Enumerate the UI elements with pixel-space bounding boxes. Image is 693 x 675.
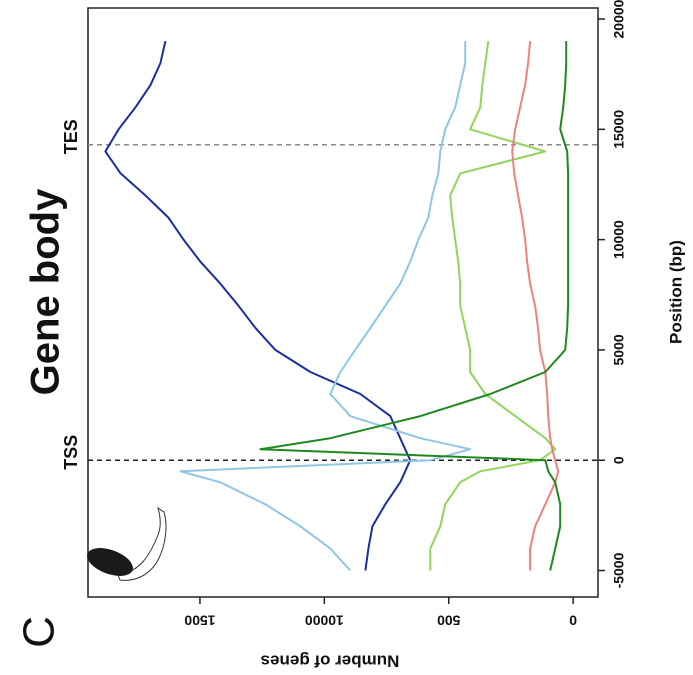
y-tick-label: 0 — [569, 612, 577, 628]
x-tick-label: -5000 — [611, 552, 627, 588]
x-tick-label: 15000 — [611, 110, 627, 149]
series-line — [429, 40, 557, 571]
worm-icon — [87, 506, 167, 581]
x-axis-label: Position (bp) — [666, 240, 685, 344]
reference-label: TES — [61, 119, 81, 154]
x-tick-label: 10000 — [611, 220, 627, 259]
y-tick-label: 1500 — [184, 612, 215, 628]
y-tick-label: 500 — [437, 612, 461, 628]
x-tick-label: 0 — [611, 456, 627, 464]
y-axis-label: Number of genes — [261, 652, 400, 671]
reference-label: TSS — [61, 435, 81, 470]
x-tick-label: 20000 — [611, 0, 627, 38]
y-tick-label: 10000 — [305, 612, 344, 628]
series-line — [511, 41, 560, 571]
series-line — [259, 41, 570, 571]
series-line — [179, 41, 472, 572]
plot-frame — [87, 7, 599, 598]
x-tick-label: 5000 — [611, 334, 627, 365]
panel-label: C — [15, 616, 64, 648]
series-line — [104, 40, 412, 571]
chart-title: Gene body — [24, 188, 68, 395]
